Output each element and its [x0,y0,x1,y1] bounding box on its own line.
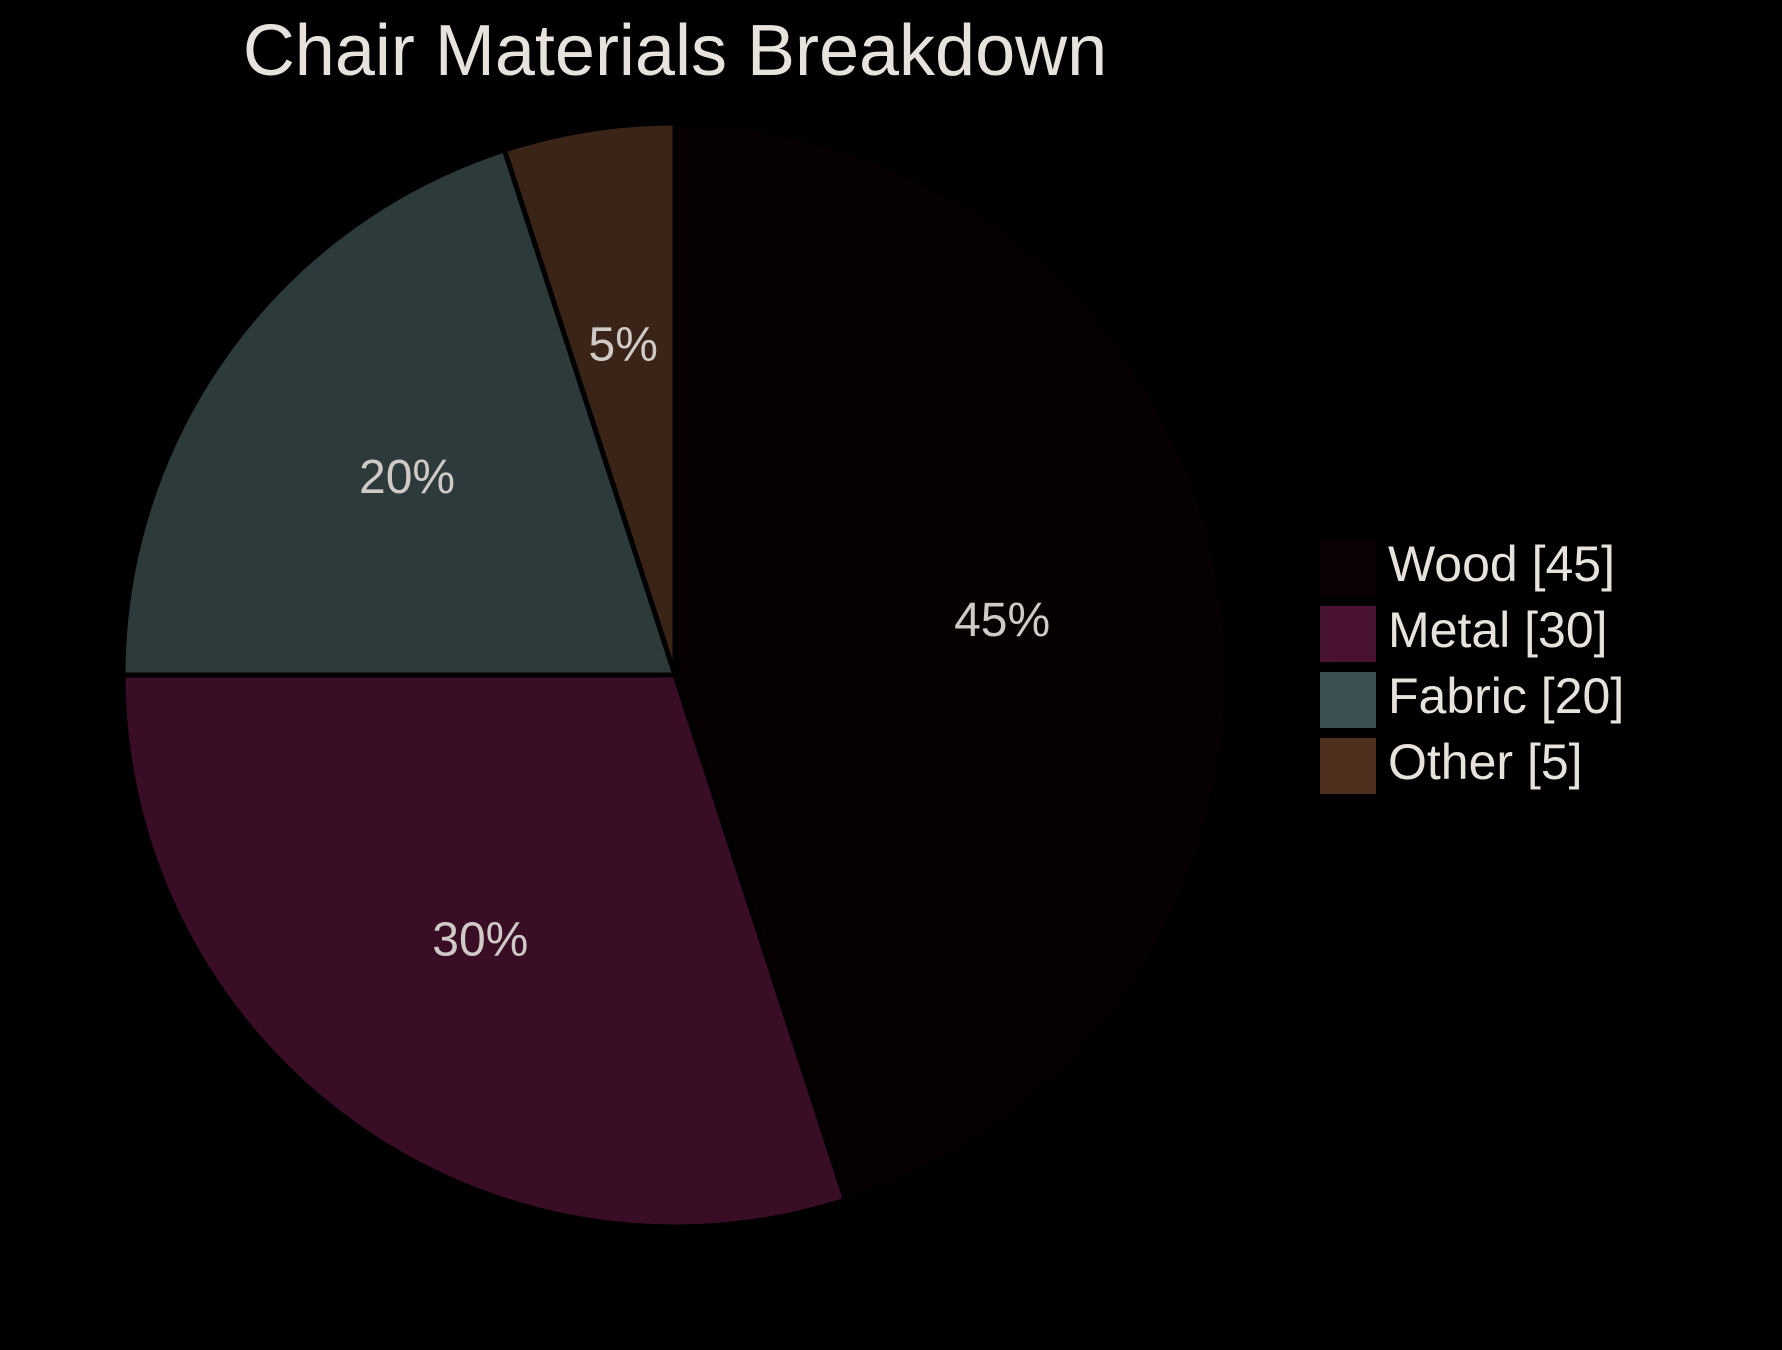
legend-label-metal: Metal [30] [1388,602,1608,658]
pie-slice-wood[interactable] [672,120,1230,1203]
legend-label-other: Other [5] [1388,734,1583,790]
legend[interactable]: Wood [45] Metal [30] Fabric [20] Other [5] [1320,536,1624,794]
slice-labels: 45% 30% 20% 5% [359,319,1050,967]
legend-item-fabric[interactable]: Fabric [20] [1320,668,1624,728]
legend-label-wood: Wood [45] [1388,536,1615,592]
pie-slice-other[interactable] [501,120,678,678]
legend-label-fabric: Fabric [20] [1388,668,1624,724]
slice-label-metal: 30% [432,914,528,967]
slice-label-fabric: 20% [359,451,455,504]
legend-swatch-metal [1320,606,1376,662]
pie-slices [120,120,1230,1230]
pie-slice-fabric[interactable] [120,147,678,678]
slice-label-wood: 45% [954,594,1050,647]
legend-swatch-wood [1320,540,1376,596]
legend-swatch-other [1320,738,1376,794]
legend-item-metal[interactable]: Metal [30] [1320,602,1608,662]
legend-swatch-fabric [1320,672,1376,728]
slice-label-other: 5% [589,319,658,372]
pie-slice-metal[interactable] [120,672,849,1230]
legend-item-other[interactable]: Other [5] [1320,734,1583,794]
legend-item-wood[interactable]: Wood [45] [1320,536,1615,596]
chart-title: Chair Materials Breakdown [243,11,1107,91]
